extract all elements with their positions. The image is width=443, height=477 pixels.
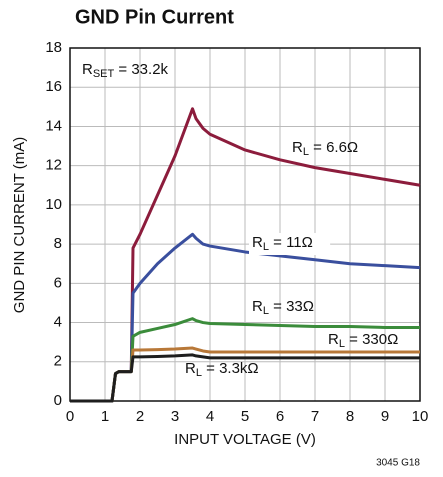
x-tick-label: 2	[136, 408, 144, 425]
y-tick-label: 8	[54, 235, 62, 252]
x-tick-label: 8	[346, 408, 354, 425]
y-tick-label: 14	[45, 117, 62, 134]
series-label: RL = 11Ω	[252, 234, 313, 253]
label-part: = 3.3kΩ	[202, 360, 259, 377]
label-part: R	[82, 61, 93, 78]
y-tick-label: 16	[45, 78, 62, 95]
series-label: RL = 33Ω	[252, 298, 314, 317]
series-label: RSET = 33.2k	[82, 61, 169, 80]
x-axis-label: INPUT VOLTAGE (V)	[174, 431, 316, 448]
label-part: L	[339, 338, 345, 350]
x-tick-label: 10	[412, 408, 429, 425]
label-part: L	[263, 305, 269, 317]
x-tick-label: 4	[206, 408, 214, 425]
x-tick-label: 0	[66, 408, 74, 425]
x-tick-label: 7	[311, 408, 319, 425]
label-part: R	[252, 234, 263, 251]
y-tick-label: 12	[45, 157, 62, 174]
label-part: R	[328, 331, 339, 348]
plot-frame	[69, 47, 421, 402]
x-tick-label: 6	[276, 408, 284, 425]
footnote: 3045 G18	[376, 458, 420, 469]
x-tick-label: 5	[241, 408, 249, 425]
series-label: RL = 6.6Ω	[292, 139, 358, 158]
label-part: R	[252, 298, 263, 315]
y-tick-label: 18	[45, 39, 62, 56]
x-tick-label: 9	[381, 408, 389, 425]
label-part: = 330Ω	[345, 331, 398, 348]
chart-title: GND Pin Current	[75, 6, 234, 28]
series-line	[70, 353, 420, 403]
y-tick-label: 2	[54, 353, 62, 370]
label-part: L	[263, 241, 269, 253]
x-tick-label: 1	[101, 408, 109, 425]
label-part: R	[185, 360, 196, 377]
label-part: = 33Ω	[269, 298, 314, 315]
label-part: R	[292, 139, 303, 156]
label-background	[249, 233, 331, 255]
series-label: RL = 3.3kΩ	[185, 360, 259, 379]
label-part: L	[196, 367, 202, 379]
x-tick-label: 3	[171, 408, 179, 425]
label-part: L	[303, 146, 309, 158]
label-part: SET	[93, 68, 115, 80]
label-part: = 11Ω	[269, 234, 313, 251]
y-tick-label: 10	[45, 196, 62, 213]
y-tick-label: 4	[54, 314, 62, 331]
series-label: RL = 330Ω	[328, 331, 398, 350]
y-tick-label: 0	[54, 392, 62, 409]
label-part: = 6.6Ω	[309, 139, 358, 156]
y-tick-label: 6	[54, 274, 62, 291]
label-part: = 33.2k	[114, 61, 168, 78]
y-axis-label: GND PIN CURRENT (mA)	[11, 137, 28, 313]
